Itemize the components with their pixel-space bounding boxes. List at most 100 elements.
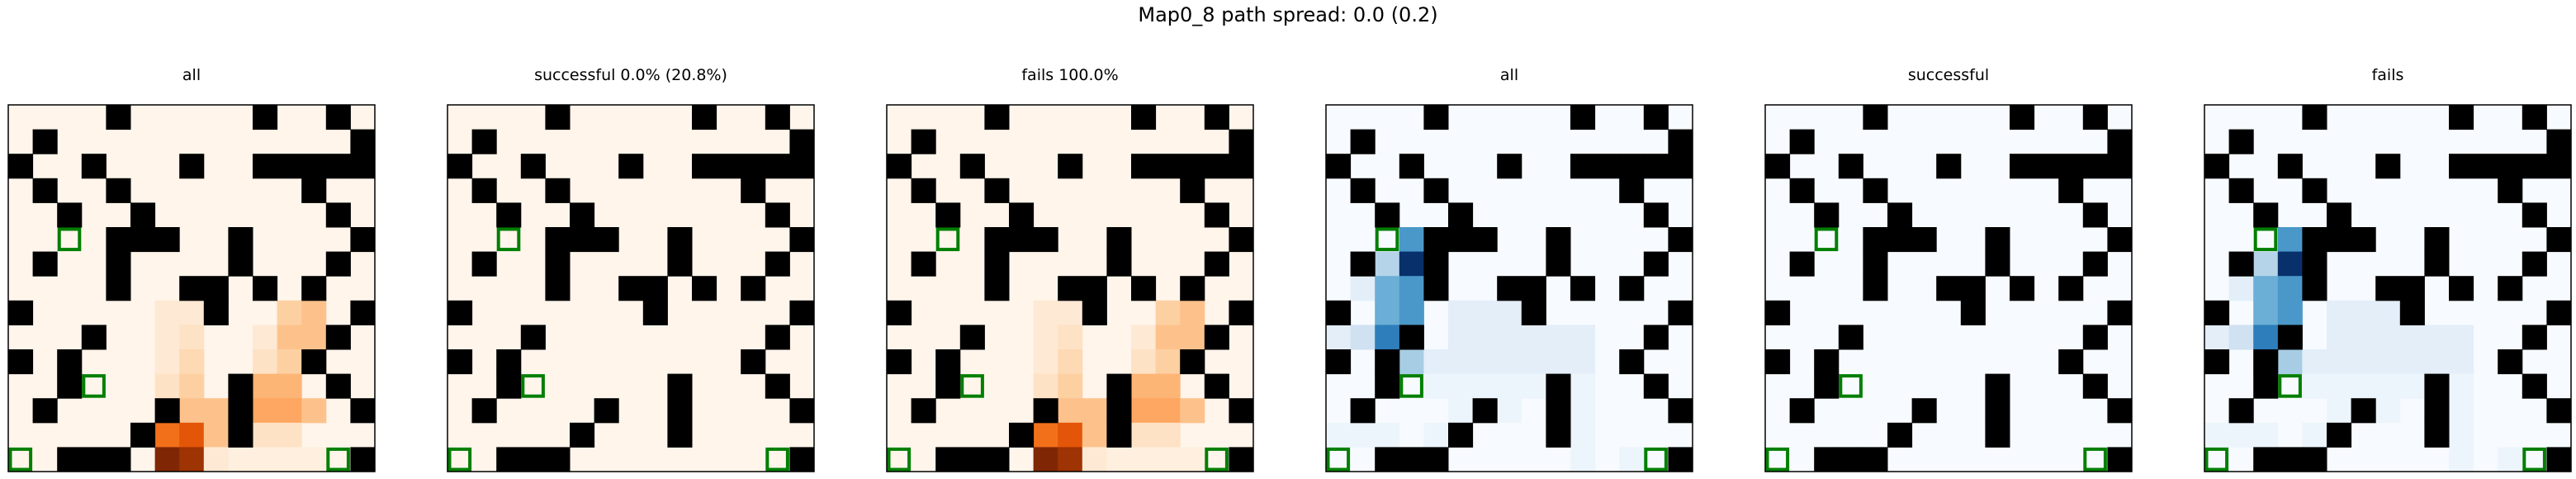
wall-cell <box>1765 349 1791 375</box>
marker-square <box>447 447 472 472</box>
heat-cell <box>203 398 229 424</box>
heat-cell <box>1399 276 1424 301</box>
heat-cell <box>1546 349 1571 375</box>
heat-cell <box>1058 325 1083 350</box>
heat-cell <box>1058 447 1083 472</box>
wall-cell <box>2522 251 2547 277</box>
heat-cell <box>1448 325 1474 350</box>
wall-cell <box>741 276 766 301</box>
wall-cell <box>789 300 815 325</box>
wall-cell <box>2277 325 2303 350</box>
heat-cell <box>253 325 278 350</box>
wall-cell <box>106 251 131 277</box>
wall-cell <box>887 300 912 325</box>
wall-cell <box>325 325 351 350</box>
wall-cell <box>447 300 473 325</box>
wall-cell <box>959 325 985 350</box>
wall-cell <box>1619 154 1645 179</box>
wall-cell <box>1911 227 1937 253</box>
wall-cell <box>1838 154 1863 179</box>
heat-cell <box>1399 251 1424 277</box>
panel-frame <box>1764 104 2133 472</box>
heat-cell <box>203 447 229 472</box>
wall-cell <box>1155 154 1181 179</box>
marker-square <box>496 227 521 252</box>
wall-cell <box>2253 349 2279 375</box>
wall-cell <box>228 373 253 399</box>
wall-cell <box>325 105 351 130</box>
marker-square <box>326 447 350 472</box>
heat-cell <box>277 373 302 399</box>
wall-cell <box>1570 105 1596 130</box>
marker-square <box>2083 447 2107 472</box>
wall-cell <box>2424 373 2450 399</box>
heat-cell <box>2351 325 2376 350</box>
heat-cell <box>1180 447 1205 472</box>
heat-cell <box>1350 276 1376 301</box>
wall-cell <box>325 373 351 399</box>
wall-cell <box>2302 178 2327 203</box>
wall-cell <box>2010 154 2035 179</box>
marker-square <box>1375 227 1399 252</box>
wall-cell <box>935 447 961 472</box>
heat-cell <box>1155 422 1181 448</box>
heat-cell <box>2449 373 2474 399</box>
wall-cell <box>154 398 180 424</box>
wall-cell <box>471 129 497 154</box>
wall-cell <box>228 398 253 424</box>
wall-cell <box>2253 202 2279 228</box>
heat-cell <box>2449 325 2474 350</box>
heat-cell <box>1399 300 1424 325</box>
wall-cell <box>2327 227 2352 253</box>
wall-cell <box>2204 300 2230 325</box>
wall-cell <box>81 325 107 350</box>
heatmap-panel <box>447 104 815 472</box>
heat-cell <box>1033 325 1058 350</box>
wall-cell <box>984 105 1010 130</box>
heat-cell <box>1155 349 1181 375</box>
wall-cell <box>1448 202 1474 228</box>
heat-cell <box>2327 349 2352 375</box>
wall-cell <box>1472 398 1498 424</box>
wall-cell <box>1448 227 1474 253</box>
heat-cell <box>1033 349 1058 375</box>
wall-cell <box>2204 154 2230 179</box>
marker-square <box>2253 227 2278 252</box>
panel-title: fails <box>2371 66 2404 84</box>
wall-cell <box>1326 154 1352 179</box>
wall-cell <box>2277 154 2303 179</box>
wall-cell <box>2082 373 2108 399</box>
wall-cell <box>667 251 693 277</box>
wall-cell <box>1106 398 1132 424</box>
heat-cell <box>2253 251 2279 277</box>
wall-cell <box>496 447 522 472</box>
wall-cell <box>618 154 644 179</box>
panel-frame <box>7 104 376 472</box>
heat-cell <box>2277 251 2303 277</box>
heat-cell <box>2253 325 2279 350</box>
heat-cell <box>2375 300 2401 325</box>
heat-cell <box>1497 325 1522 350</box>
marker-square <box>1644 447 1668 472</box>
heat-cell <box>301 300 327 325</box>
heat-cell <box>1033 373 1058 399</box>
wall-cell <box>2107 154 2133 179</box>
wall-cell <box>1668 300 1693 325</box>
heat-cell <box>1399 227 1424 253</box>
heat-cell <box>179 373 205 399</box>
wall-cell <box>545 105 571 130</box>
heat-cell <box>2375 398 2401 424</box>
wall-cell <box>2375 276 2401 301</box>
heatmap-panel <box>2204 104 2572 472</box>
wall-cell <box>765 154 790 179</box>
wall-cell <box>984 447 1010 472</box>
wall-cell <box>2498 178 2523 203</box>
heat-cell <box>154 325 180 350</box>
wall-cell <box>1058 276 1083 301</box>
wall-cell <box>984 227 1010 253</box>
wall-cell <box>130 422 156 448</box>
wall-cell <box>594 227 619 253</box>
panel-frame <box>1325 104 1693 472</box>
wall-cell <box>1863 227 1888 253</box>
heat-cell <box>301 325 327 350</box>
